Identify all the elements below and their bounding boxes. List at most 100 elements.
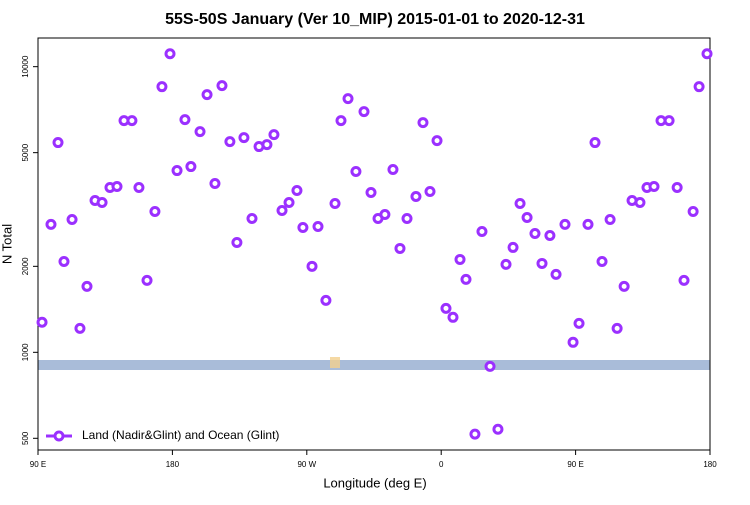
point	[58, 255, 70, 267]
point	[45, 218, 57, 230]
point	[401, 212, 413, 224]
point	[589, 137, 601, 149]
x-axis-label: Longitude (deg E)	[323, 475, 426, 490]
point	[693, 81, 705, 93]
point	[320, 294, 332, 306]
point	[454, 253, 466, 265]
x-tick-label: 180	[703, 460, 717, 469]
point	[559, 218, 571, 230]
chart-title: 55S-50S January (Ver 10_MIP) 2015-01-01 …	[165, 11, 585, 28]
point	[185, 161, 197, 173]
x-tick-label: 90 W	[297, 460, 316, 469]
point	[550, 268, 562, 280]
point	[701, 48, 713, 60]
point	[492, 423, 504, 435]
point	[365, 187, 377, 199]
point	[141, 274, 153, 286]
point	[469, 428, 481, 440]
point	[500, 258, 512, 270]
point	[431, 135, 443, 147]
point	[476, 226, 488, 238]
point	[246, 212, 258, 224]
point	[514, 197, 526, 209]
point	[544, 229, 556, 241]
point	[460, 273, 472, 285]
point	[297, 221, 309, 233]
point	[678, 274, 690, 286]
map-band	[38, 360, 710, 370]
point	[156, 81, 168, 93]
point	[596, 255, 608, 267]
point	[133, 182, 145, 194]
point	[283, 196, 295, 208]
point	[81, 280, 93, 292]
point	[350, 166, 362, 178]
plot-frame	[37, 37, 711, 451]
point	[387, 164, 399, 176]
point	[536, 257, 548, 269]
point	[194, 126, 206, 138]
point	[410, 191, 422, 203]
point	[687, 205, 699, 217]
point	[671, 182, 683, 194]
point	[52, 137, 64, 149]
point	[342, 93, 354, 105]
point	[417, 117, 429, 129]
point	[291, 185, 303, 197]
point	[582, 218, 594, 230]
point	[358, 106, 370, 118]
point	[261, 139, 273, 151]
y-tick-label: 2000	[21, 257, 30, 275]
point	[268, 129, 280, 141]
point	[171, 165, 183, 177]
point	[618, 280, 630, 292]
point	[440, 302, 452, 314]
point	[529, 227, 541, 239]
point	[276, 204, 288, 216]
point	[573, 317, 585, 329]
point	[521, 211, 533, 223]
y-tick-label: 1000	[21, 343, 30, 361]
point	[216, 80, 228, 92]
legend-label: Land (Nadir&Glint) and Ocean (Glint)	[82, 428, 279, 442]
point	[634, 196, 646, 208]
point	[648, 181, 660, 193]
point	[329, 197, 341, 209]
x-tick-label: 180	[166, 460, 180, 469]
point	[335, 115, 347, 127]
point	[126, 115, 138, 127]
point	[567, 336, 579, 348]
point	[484, 360, 496, 372]
point	[164, 48, 176, 60]
point	[179, 114, 191, 126]
point	[312, 220, 324, 232]
point	[201, 89, 213, 101]
point	[379, 208, 391, 220]
x-tick-label: 90 E	[30, 460, 46, 469]
point	[96, 196, 108, 208]
point	[507, 241, 519, 253]
point	[238, 132, 250, 144]
point	[36, 316, 48, 328]
point	[447, 311, 459, 323]
point	[111, 181, 123, 193]
point	[394, 242, 406, 254]
legend-marker	[53, 430, 65, 442]
point	[663, 115, 675, 127]
point	[149, 205, 161, 217]
x-tick-label: 90 E	[567, 460, 583, 469]
point	[74, 322, 86, 334]
point	[424, 186, 436, 198]
point	[604, 214, 616, 226]
point	[209, 178, 221, 190]
y-tick-label: 500	[21, 431, 30, 445]
y-tick-label: 5000	[21, 143, 30, 161]
point	[611, 322, 623, 334]
y-tick-label: 10000	[21, 55, 30, 78]
y-axis-label: N Total	[0, 224, 14, 264]
point	[306, 260, 318, 272]
land-patch	[330, 357, 340, 368]
point	[231, 236, 243, 248]
point	[224, 136, 236, 148]
